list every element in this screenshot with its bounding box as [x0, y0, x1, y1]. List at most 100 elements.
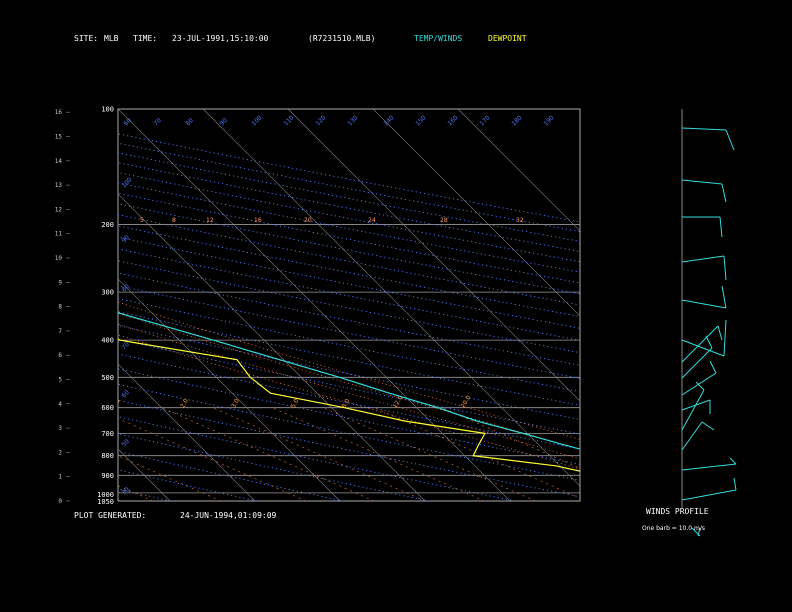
wind-barb-7-1 [717, 325, 723, 341]
dry-adiabat-left-label-5: 90 [120, 234, 130, 244]
mixing-ratio-line-1.0 [118, 417, 307, 501]
wind-barb-9-1 [721, 285, 727, 309]
dry-adiabat-left-label-6: 100 [120, 176, 133, 189]
height-tick-13: 13 [55, 182, 63, 189]
wind-barb-2-1 [701, 421, 715, 431]
plot-generated-label: PLOT GENERATED: [74, 511, 146, 520]
height-tick-14: 14 [55, 158, 63, 165]
file-name: (R7231510.MLB) [308, 34, 375, 43]
site-value: MLB [104, 34, 119, 43]
mixing-ratio-label-1.0: 1.0 [111, 398, 122, 410]
pressure-tick-500: 500 [101, 374, 114, 382]
height-tick-8: 8 [58, 304, 62, 311]
mixing-ratio-line-20.0 [442, 407, 580, 469]
dry-adiabat-left-label-1: 50 [120, 438, 130, 448]
dry-adiabat-label-170: 170 [478, 114, 491, 127]
wind-barb-2-0 [681, 421, 703, 451]
dry-adiabat-430 [118, 203, 580, 295]
mixing-ratio-label-5.0: 5.0 [290, 398, 301, 410]
dry-adiabat-450 [118, 182, 580, 273]
dry-adiabat-300 [118, 368, 580, 465]
pressure-tick-700: 700 [101, 430, 114, 438]
wind-barb-3-0 [681, 389, 705, 431]
winds-profile-note: One barb = 10.0 m/s [642, 525, 705, 532]
moist-label-1: 8 [172, 217, 176, 224]
moist-label-6: 28 [440, 217, 448, 224]
mixing-ratio-line-2.0 [161, 407, 375, 501]
dry-adiabat-390 [118, 248, 580, 341]
moist-label-0: 5 [140, 217, 144, 224]
skew-temperature-axis: -110-100-90-80-70-60-50-40-30-20-1001020… [120, 176, 133, 496]
wind-barb-11-1 [719, 216, 723, 238]
moist-label-2: 12 [206, 217, 214, 224]
isotherm--10 [118, 193, 426, 501]
header: SITE: MLB TIME: 23-JUL-1991,15:10:00 (R7… [74, 34, 527, 43]
dry-adiabat-460 [118, 172, 580, 263]
isotherm-0 [118, 109, 511, 501]
temperature-profile [118, 312, 580, 450]
mixing-ratio-label-8.0: 8.0 [341, 398, 352, 410]
height-tick-7: 7 [58, 328, 62, 335]
height-tick-4: 4 [58, 401, 62, 408]
height-tick-3: 3 [58, 425, 62, 432]
dry-adiabat-480 [118, 152, 580, 242]
wind-barb-legend-b [697, 527, 701, 537]
dry-adiabat-label-150: 150 [414, 114, 427, 127]
dry-adiabat-380 [118, 260, 580, 354]
isotherm-10 [202, 109, 580, 487]
pressure-tick-400: 400 [101, 337, 114, 345]
site-label: SITE: [74, 34, 98, 43]
dry-adiabat-label-120: 120 [314, 114, 327, 127]
wind-barb-5-1 [709, 360, 717, 374]
dry-adiabat-label-140: 140 [382, 114, 395, 127]
dry-adiabat-410 [118, 225, 580, 317]
height-tick-12: 12 [55, 206, 63, 213]
plot-generated-value: 24-JUN-1994,01:09:09 [180, 511, 277, 520]
dry-adiabat-490 [118, 142, 580, 232]
mixing-ratio-label-3.0: 3.0 [230, 398, 241, 410]
time-value: 23-JUL-1991,15:10:00 [172, 34, 269, 43]
wind-barb-8-0 [681, 339, 725, 357]
wind-barb-13-0 [681, 127, 727, 131]
pressure-tick-1050: 1050 [97, 498, 114, 506]
pressure-tick-800: 800 [101, 452, 114, 460]
wind-barb-6-1 [705, 335, 713, 349]
dry-adiabat-label-80: 80 [184, 117, 194, 127]
height-tick-1: 1 [58, 474, 62, 481]
moist-adiabats: 5 8 12 16 20 24 28 32 [118, 217, 580, 470]
height-tick-11: 11 [55, 231, 63, 238]
height-tick-6: 6 [58, 352, 62, 359]
mixing-ratio-lines: 0.10.20.41.02.03.05.08.012.020.0 [0, 394, 580, 501]
isotherm-20 [287, 109, 580, 402]
pressure-tick-200: 200 [101, 221, 114, 229]
isotherm--20 [118, 278, 341, 501]
dry-adiabat-440 [118, 192, 580, 284]
dry-adiabat-420 [118, 214, 580, 306]
wind-barb-0-1 [733, 477, 737, 491]
dry-adiabat-label-110: 110 [282, 114, 295, 127]
dry-adiabat-400 [118, 236, 580, 329]
wind-barb-3-1 [695, 381, 705, 391]
isotherm-30 [372, 109, 580, 317]
mixing-ratio-line-3.0 [212, 407, 426, 501]
wind-barb-0-0 [681, 489, 737, 501]
dewpoint-profile [118, 337, 580, 472]
dry-adiabat-330 [118, 324, 580, 420]
winds-profile-title: WINDS PROFILE [646, 507, 709, 516]
wind-barb-4-0 [681, 399, 711, 411]
mixing-ratio-line-12.0 [374, 407, 580, 499]
legend-temp: TEMP/WINDS [414, 34, 462, 43]
pressure-tick-900: 900 [101, 472, 114, 480]
isotherm-40 [457, 109, 580, 232]
dry-adiabat-label-190: 190 [542, 114, 555, 127]
dry-adiabat-left-label-4: 80 [120, 283, 130, 293]
dry-adiabat-500 [118, 133, 580, 223]
mixing-ratio-line-0.1 [0, 408, 102, 501]
mixing-ratio-label-2.0: 2.0 [179, 398, 190, 410]
moist-label-7: 32 [516, 217, 524, 224]
wind-barb-7-0 [681, 325, 719, 363]
dry-adiabat-290 [118, 383, 580, 481]
mixing-ratio-line-8.0 [323, 407, 536, 501]
